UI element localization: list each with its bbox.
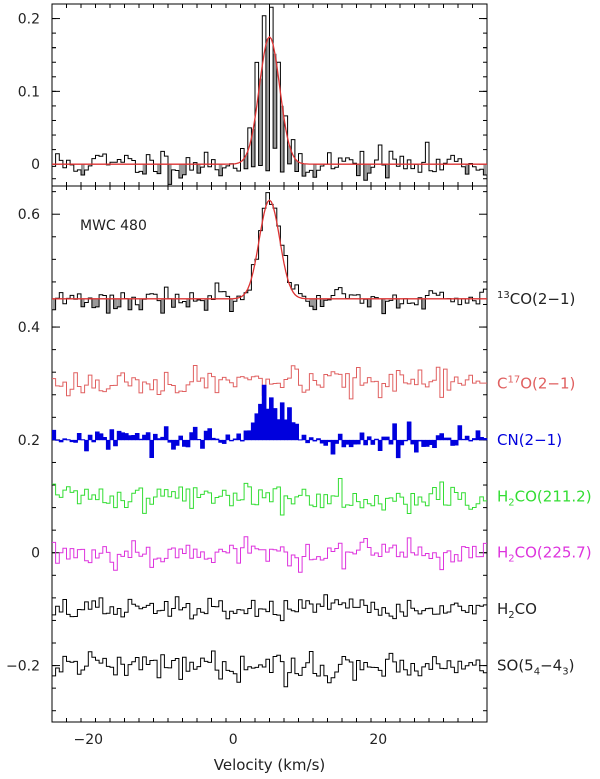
y-tick-label: 0.2 [18, 12, 40, 28]
y-tick-label: 0 [31, 546, 40, 562]
spectrum-bar [204, 431, 208, 440]
spectrum-bar [244, 431, 248, 440]
y-tick-label: 0.4 [18, 320, 40, 336]
residual-fill [81, 299, 85, 307]
spectrum-bar [266, 409, 270, 440]
spectrum-bar [436, 436, 440, 440]
residual-fill [179, 164, 183, 178]
spectrum-bar [277, 420, 281, 440]
spectrum-bar [190, 433, 194, 441]
spectrum-bar [143, 435, 147, 440]
residual-fill [367, 299, 371, 307]
spectrum-bar [422, 440, 426, 447]
residual-fill [367, 164, 371, 173]
spectrum-bar [284, 420, 288, 440]
series-label: H2CO(211.2) [497, 487, 592, 508]
residual-fill [313, 164, 317, 177]
spectrum-5: H2CO [52, 595, 537, 621]
residual-fill [357, 164, 361, 175]
y-tick-label: −0.2 [6, 659, 40, 675]
residual-fill [382, 299, 386, 314]
residual-fill [157, 164, 161, 173]
source-annotation: MWC 480 [80, 218, 147, 234]
spectrum-3: H2CO(211.2) [52, 479, 592, 516]
residual-fill [183, 164, 187, 175]
spectrum-0: 13CO(2−1) [52, 193, 575, 314]
series-label: C17O(2−1) [497, 374, 575, 392]
residual-fill [128, 299, 132, 310]
residual-fill [197, 164, 201, 173]
upper-spectrum-line [52, 7, 487, 184]
spectrum-4: H2CO(225.7) [52, 537, 592, 572]
residual-fill [230, 299, 234, 312]
residual-fill [52, 299, 56, 310]
spectrum-bar [132, 435, 136, 440]
y-tick-label: 0 [31, 157, 40, 173]
x-tick-label: 20 [369, 732, 387, 748]
lower-panel-frame [52, 186, 487, 722]
series-label: SO(54−43) [497, 657, 574, 678]
residual-fill [313, 299, 317, 310]
spectrum-bar [255, 414, 259, 440]
gaussian-fit [52, 200, 487, 299]
x-tick-label: 0 [229, 732, 238, 748]
residual-fill [273, 54, 277, 148]
spectrum-6: SO(54−43) [52, 651, 574, 687]
spectrum-line [52, 651, 487, 687]
upper-spectrum [52, 7, 487, 184]
residual-fill [396, 299, 400, 308]
spectrum-line [52, 595, 487, 621]
spectrum-bar [248, 431, 252, 440]
residual-fill [81, 164, 85, 175]
spectrum-line [52, 479, 487, 516]
spectrum-2: CN(2−1) [52, 385, 562, 458]
residual-fill [483, 164, 487, 175]
spectrum-bar [128, 436, 132, 440]
residual-fill [96, 299, 100, 307]
series-label: CN(2−1) [497, 431, 562, 449]
residual-fill [168, 164, 172, 184]
residual-fill [172, 299, 176, 307]
series-label: H2CO [497, 600, 537, 621]
residual-fill [92, 299, 96, 308]
spectrum-bar [251, 423, 255, 440]
residual-fill [139, 299, 143, 310]
spectrum-bar [183, 440, 187, 447]
spectrum-bar [291, 423, 295, 440]
y-tick-label: 0.2 [18, 433, 40, 449]
spectrum-line [52, 366, 487, 399]
x-tick-label: −20 [73, 732, 103, 748]
series-label: H2CO(225.7) [497, 544, 592, 565]
spectrum-1: C17O(2−1) [52, 366, 575, 399]
residual-fill [309, 299, 313, 306]
lower-panel: −0.2 0 0.2 0.4 0.6 [6, 186, 487, 722]
residual-fill [386, 164, 390, 178]
residual-fill [106, 299, 110, 313]
series-label: 13CO(2−1) [497, 290, 575, 308]
residual-fill [117, 299, 121, 307]
spectrum-line [52, 193, 487, 314]
residual-fill [186, 299, 190, 307]
residual-fill [302, 164, 306, 176]
spectrum-line [52, 537, 487, 572]
spectrum-bar [259, 404, 263, 440]
y-tick-label: 0.6 [18, 207, 40, 223]
residual-fill [114, 299, 118, 309]
y-tick-label: 0.1 [18, 84, 40, 100]
residual-fill [266, 39, 270, 171]
residual-fill [143, 164, 147, 174]
x-axis-label: Velocity (km/s) [214, 756, 325, 774]
